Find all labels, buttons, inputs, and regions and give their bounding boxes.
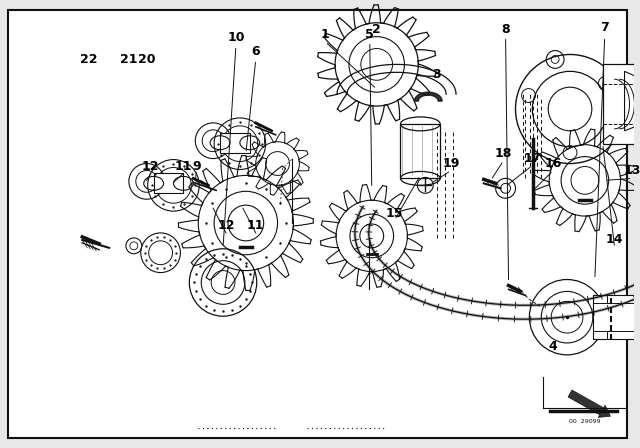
Text: 2: 2 (372, 23, 381, 36)
Text: 10: 10 (227, 31, 244, 44)
Text: 9: 9 (192, 160, 200, 173)
Text: 12: 12 (142, 160, 159, 173)
Text: 22: 22 (81, 53, 98, 66)
Text: 20: 20 (138, 53, 156, 66)
Text: 15: 15 (386, 207, 403, 220)
Text: 8: 8 (501, 23, 510, 36)
Text: 11: 11 (175, 160, 192, 173)
Text: 13: 13 (624, 164, 640, 177)
Text: 14: 14 (606, 233, 623, 246)
Text: 18: 18 (495, 147, 512, 160)
Text: 7: 7 (600, 21, 609, 34)
Text: 17: 17 (524, 152, 541, 165)
Text: 19: 19 (442, 157, 460, 170)
FancyArrow shape (568, 390, 611, 418)
Text: 1: 1 (321, 28, 330, 41)
Text: 4: 4 (548, 340, 557, 353)
Bar (593, 295, 640, 339)
Text: 16: 16 (545, 157, 562, 170)
Bar (154, 173, 184, 193)
Text: 11: 11 (247, 220, 264, 233)
Text: 3: 3 (432, 68, 440, 81)
Text: 5: 5 (365, 28, 374, 41)
Bar (603, 65, 640, 144)
Bar (401, 124, 440, 178)
Text: 00  29099: 00 29099 (569, 419, 601, 424)
Polygon shape (625, 71, 640, 131)
Text: 6: 6 (252, 45, 260, 58)
Polygon shape (414, 92, 442, 101)
Bar (220, 133, 250, 153)
Text: 21: 21 (120, 53, 138, 66)
Text: 12: 12 (217, 220, 235, 233)
